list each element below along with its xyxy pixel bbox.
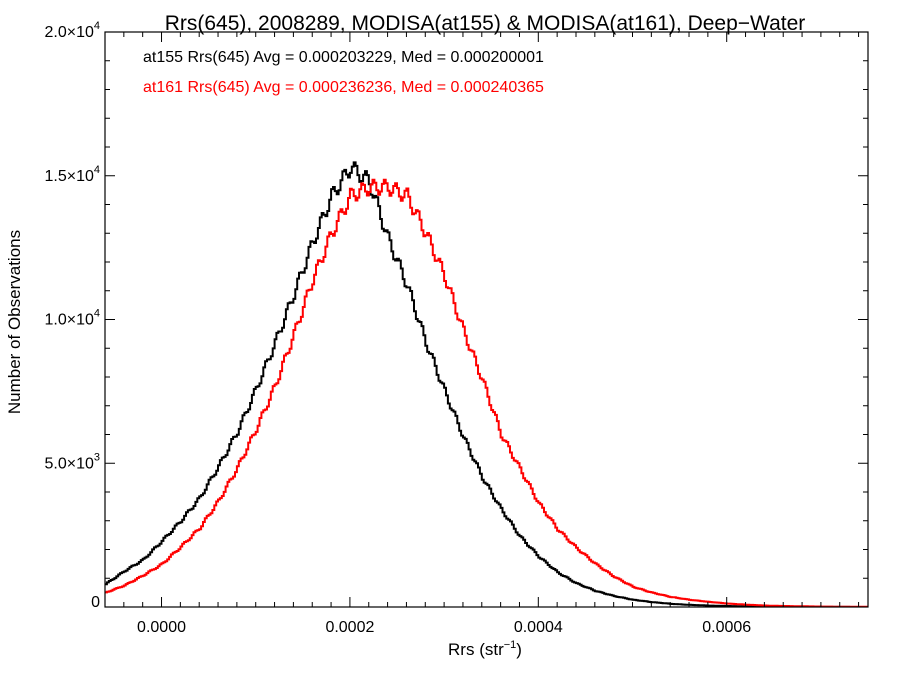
series-line-1 xyxy=(105,178,868,607)
y-tick-label: 1.5×104 xyxy=(44,164,100,185)
x-tick-label: 0.0002 xyxy=(325,619,374,636)
plot-area xyxy=(105,161,868,607)
x-axis-label: Rrs (str−1) xyxy=(448,639,522,659)
y-tick-label: 1.0×104 xyxy=(44,308,100,329)
y-axis-label: Number of Observations xyxy=(5,230,24,414)
plot-frame xyxy=(104,31,869,608)
axes: 0.0000 0.0002 0.0004 0.0006 0 5.0×103 1.0×104 1… xyxy=(44,20,869,636)
y-tick-label: 5.0×103 xyxy=(44,451,100,472)
y-tick-label: 2.0×104 xyxy=(44,20,100,41)
annotation-at155: at155 Rrs(645) Avg = 0.000203229, Med = … xyxy=(143,49,544,66)
x-axis-label-text: Rrs (str xyxy=(448,640,504,659)
annotation-at161: at161 Rrs(645) Avg = 0.000236236, Med = … xyxy=(143,79,544,96)
x-tick-label: 0.0004 xyxy=(514,619,563,636)
x-tick-label: 0.0006 xyxy=(702,619,751,636)
x-tick-label: 0.0000 xyxy=(137,619,186,636)
x-axis-label-close: ) xyxy=(516,640,522,659)
y-tick-label: 0 xyxy=(91,594,100,611)
chart-title: Rrs(645), 2008289, MODISA(at155) & MODIS… xyxy=(165,12,806,35)
series-line-0 xyxy=(105,161,868,607)
x-axis-label-sup: −1 xyxy=(504,639,517,651)
